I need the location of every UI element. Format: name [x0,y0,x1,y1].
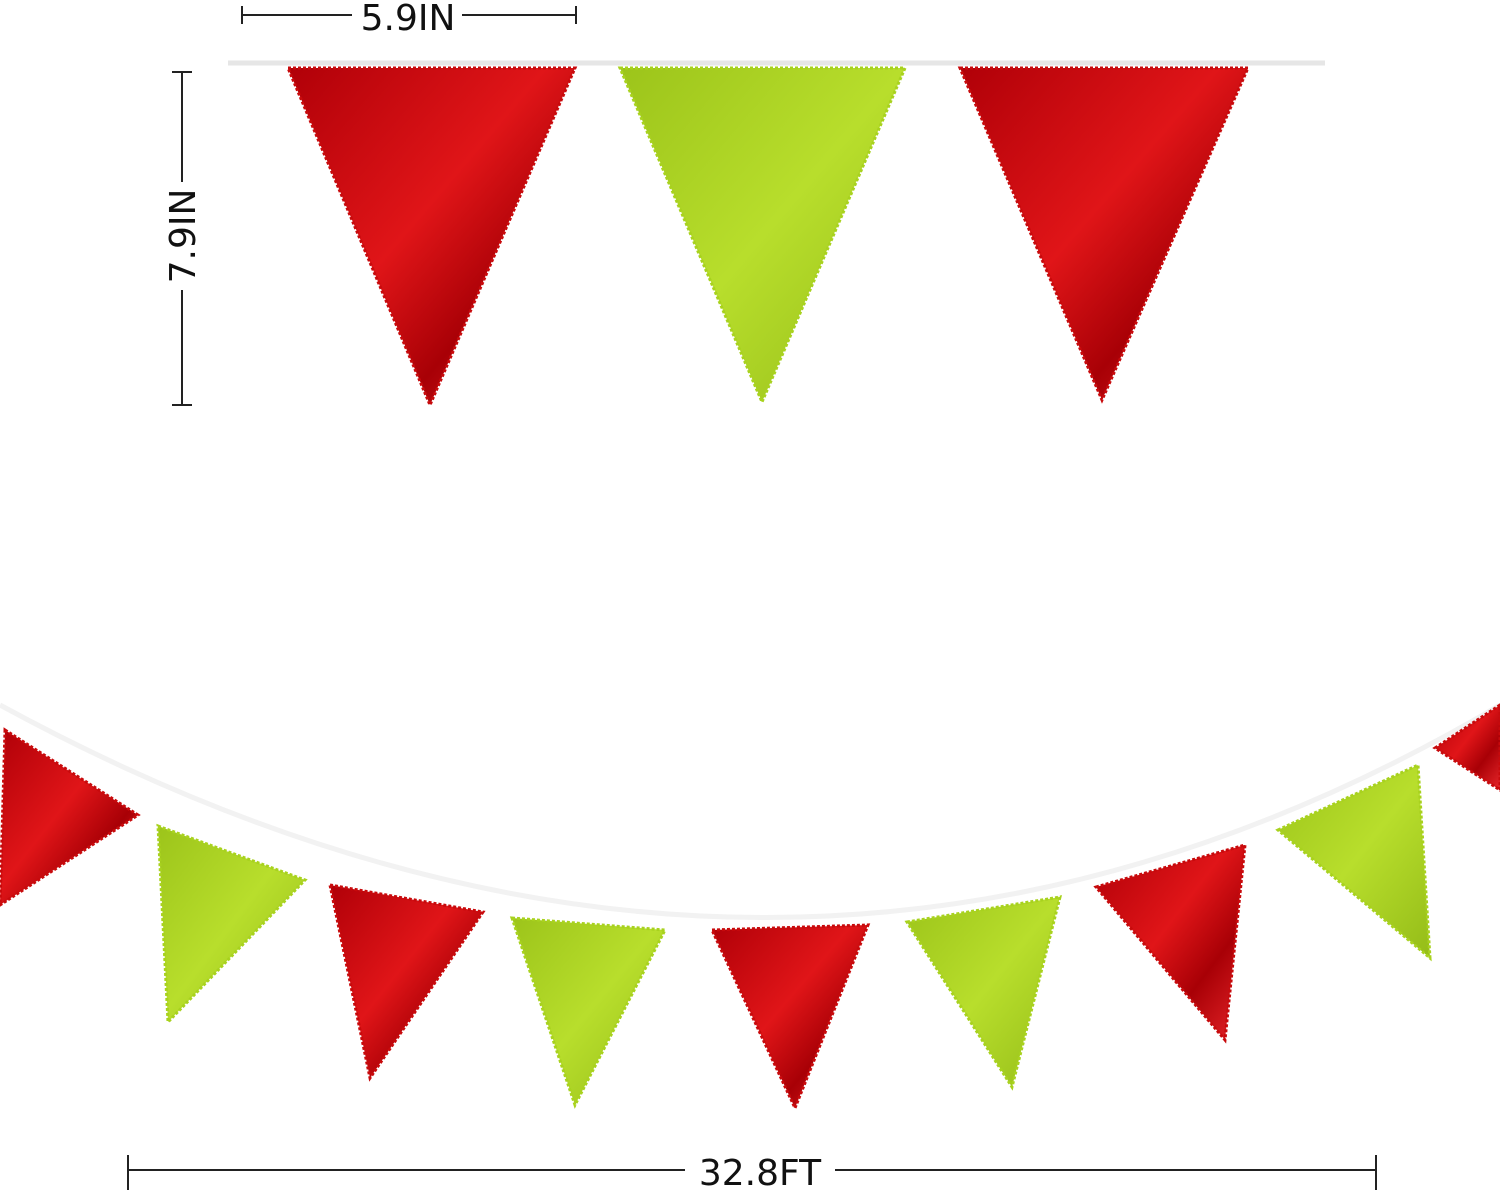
red-pennant-flag [1093,842,1247,1044]
green-pennant-flag [904,895,1063,1091]
red-pennant-flag [285,66,578,409]
bottom-flags [0,703,1500,1112]
green-pennant-flag [1275,762,1432,962]
red-pennant-flag [328,883,486,1082]
red-pennant-flag [709,923,871,1112]
top-flags [285,66,1251,409]
green-pennant-flag [509,916,668,1109]
height-dimension [172,71,192,406]
width-dimension [241,6,577,24]
red-pennant-flag [1432,703,1500,792]
height-label: 7.9IN [163,189,204,284]
width-label: 5.9IN [361,0,456,39]
red-pennant-flag [957,66,1251,404]
length-dimension [127,1155,1377,1190]
green-pennant-flag [617,66,908,406]
length-label: 32.8FT [699,1153,822,1194]
bottom-string [0,702,1500,920]
green-pennant-flag [156,823,308,1026]
red-pennant-flag [0,727,141,907]
